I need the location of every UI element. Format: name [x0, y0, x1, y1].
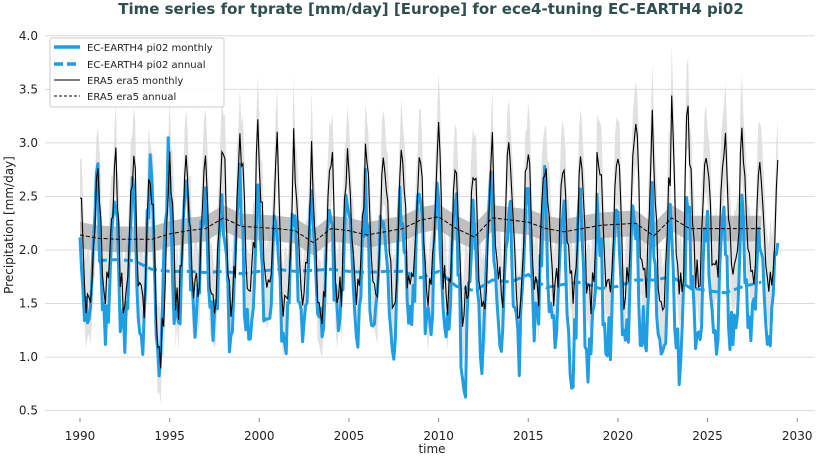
- x-tick-label: 2010: [423, 429, 454, 443]
- y-tick-label: 1.5: [19, 297, 38, 311]
- era5-annual-std-band: [80, 203, 762, 256]
- series-ec-earth4-monthly: [78, 136, 780, 399]
- x-tick-label: 2015: [513, 429, 544, 443]
- x-tick-label: 2020: [603, 429, 634, 443]
- y-tick-label: 3.0: [19, 136, 38, 150]
- x-tick-label: 1990: [65, 429, 96, 443]
- y-tick-label: 2.5: [19, 189, 38, 203]
- x-tick-label: 1995: [154, 429, 185, 443]
- y-tick-label: 3.5: [19, 82, 38, 96]
- series-ec-earth4-annual: [97, 258, 762, 295]
- x-axis-label: time: [418, 442, 445, 456]
- x-tick-label: 2000: [244, 429, 275, 443]
- series-era5-monthly: [79, 95, 779, 369]
- chart-title: Time series for tprate [mm/day] [Europe]…: [118, 0, 744, 18]
- legend-label: EC-EARTH4 pi02 annual: [87, 60, 206, 71]
- legend-label: ERA5 era5 annual: [87, 92, 176, 103]
- y-axis-label: Precipitation [mm/day]: [2, 156, 16, 294]
- y-tick-label: 1.0: [19, 350, 38, 364]
- legend-label: ERA5 era5 monthly: [87, 76, 183, 87]
- y-tick-label: 0.5: [19, 404, 38, 418]
- x-tick-label: 2025: [692, 429, 723, 443]
- legend-box: [49, 37, 225, 108]
- x-tick-label: 2005: [334, 429, 365, 443]
- x-tick-label: 2030: [782, 429, 813, 443]
- legend-label: EC-EARTH4 pi02 monthly: [87, 43, 213, 54]
- y-tick-label: 2.0: [19, 243, 38, 257]
- legend: EC-EARTH4 pi02 monthly EC-EARTH4 pi02 an…: [49, 37, 225, 108]
- series-era5-annual: [79, 216, 762, 244]
- y-tick-label: 4.0: [19, 29, 38, 43]
